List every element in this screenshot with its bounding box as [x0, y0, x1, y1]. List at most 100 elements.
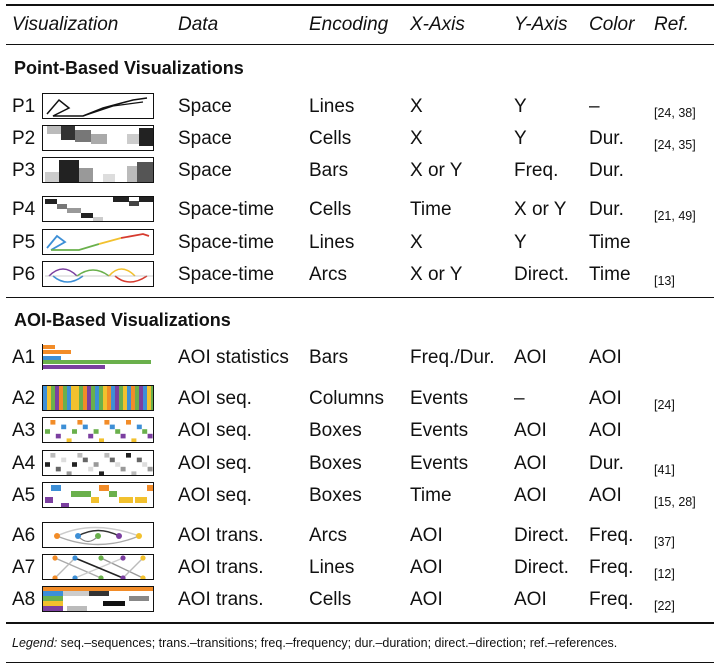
thumbnail-cell [63, 386, 67, 410]
cell-data: AOI trans. [178, 589, 264, 610]
thumbnail-cell [47, 386, 51, 410]
thumbnail-cell [139, 386, 143, 410]
thumbnail-cell [136, 424, 142, 430]
cell-data: AOI trans. [178, 557, 264, 578]
cell-y-axis: AOI [514, 485, 547, 506]
row-id: A6 [12, 525, 36, 546]
cell-y-axis: AOI [514, 589, 547, 610]
cell-y-axis: AOI [514, 453, 547, 474]
cell-data: AOI seq. [178, 388, 252, 409]
cell-data: Space [178, 160, 232, 181]
cell-data: Space-time [178, 264, 275, 285]
thumbnail-cell [111, 386, 115, 410]
thumbnail-cell [93, 462, 99, 467]
row-id: P6 [12, 264, 36, 285]
row-id: P3 [12, 160, 36, 181]
cell-encoding: Arcs [309, 525, 347, 546]
thumbnail-cell [87, 386, 91, 410]
col-header-y-axis: Y-Axis [514, 14, 568, 35]
top-rule [6, 4, 714, 6]
cell-encoding: Boxes [309, 453, 362, 474]
thumbnail-cell [72, 462, 77, 467]
thumbnail-cell [59, 386, 63, 410]
legend-note: Legend: seq.–sequences; trans.–transitio… [12, 636, 617, 650]
cell-ref: [15, 28] [654, 495, 696, 509]
cell-encoding: Bars [309, 347, 349, 368]
thumbnail-cell [99, 438, 104, 442]
thumbnail-cell [127, 386, 131, 410]
thumbnail-a8 [42, 586, 154, 612]
thumbnail-cell [115, 462, 121, 467]
col-header-x-axis: X-Axis [410, 14, 465, 35]
thumbnail-cell [123, 386, 127, 410]
table-row-p5: P5 Space-time Lines X Y Time [0, 229, 720, 259]
thumbnail-cell [107, 386, 111, 410]
table-row-a5: A5 AOI seq. Boxes Time AOI AOI [15, 28] [0, 482, 720, 512]
cell-x-axis: Freq./Dur. [410, 347, 495, 368]
row-id: P4 [12, 199, 36, 220]
cell-encoding: Lines [309, 557, 355, 578]
cell-ref: [24, 38] [654, 106, 696, 120]
col-header-visualization: Visualization [12, 14, 119, 35]
row-id: A1 [12, 347, 36, 368]
cell-data: Space [178, 128, 232, 149]
col-header-ref: Ref. [654, 14, 689, 35]
cell-color: AOI [589, 347, 622, 368]
row-id: A4 [12, 453, 36, 474]
thumbnail-a4 [42, 450, 154, 476]
thumbnail-cell [51, 386, 55, 410]
thumbnail-cell [99, 471, 104, 475]
cell-color: AOI [589, 485, 622, 506]
cell-x-axis: X [410, 96, 423, 117]
thumbnail-cell [82, 457, 88, 463]
row-id: A5 [12, 485, 36, 506]
thumbnail-cell [119, 386, 123, 410]
thumbnail-cell [147, 433, 153, 439]
cell-ref: [41] [654, 463, 675, 477]
cell-ref: [37] [654, 535, 675, 549]
cell-y-axis: X or Y [514, 199, 567, 220]
thumbnail-cell [77, 420, 83, 425]
cell-color: Freq. [589, 589, 634, 610]
thumbnail-cell [83, 386, 87, 410]
cell-data: AOI statistics [178, 347, 289, 368]
cell-data: Space [178, 96, 232, 117]
thumbnail-cell [93, 429, 99, 434]
thumbnail-p3 [42, 157, 154, 183]
thumbnail-cell [126, 453, 131, 458]
thumbnail-cell [66, 471, 72, 475]
thumbnail-cell [120, 466, 126, 472]
thumbnail-cell [82, 424, 88, 430]
cell-encoding: Cells [309, 128, 352, 149]
cell-x-axis: Time [410, 485, 452, 506]
thumbnail-cell [151, 386, 153, 410]
cell-ref: [24, 35] [654, 138, 696, 152]
bottom-rule [6, 622, 714, 624]
cell-encoding: Cells [309, 589, 352, 610]
thumbnail-cell [104, 420, 110, 425]
cell-encoding: Lines [309, 96, 355, 117]
cell-color: Time [589, 232, 631, 253]
thumbnail-cell [88, 466, 94, 472]
col-header-data: Data [178, 14, 219, 35]
thumbnail-cell [95, 386, 99, 410]
section-title-point: Point-Based Visualizations [14, 58, 244, 78]
thumbnail-cell [147, 386, 151, 410]
cell-data: AOI seq. [178, 420, 252, 441]
col-header-encoding: Encoding [309, 14, 389, 35]
thumbnail-cell [66, 438, 72, 442]
thumbnail-a2 [42, 385, 154, 411]
thumbnail-cell [143, 386, 147, 410]
cell-ref: [21, 49] [654, 209, 696, 223]
cell-color: AOI [589, 388, 622, 409]
cell-data: Space-time [178, 232, 275, 253]
thumbnail-cell [131, 438, 137, 442]
thumbnail-cell [61, 457, 67, 463]
table-row-a2: A2 AOI seq. Columns Events – AOI [24] [0, 385, 720, 415]
cell-color: AOI [589, 420, 622, 441]
thumbnail-a7 [42, 554, 154, 580]
thumbnail-cell [109, 424, 115, 430]
cell-x-axis: Events [410, 453, 469, 474]
col-header-color: Color [589, 14, 635, 35]
row-id: A2 [12, 388, 36, 409]
